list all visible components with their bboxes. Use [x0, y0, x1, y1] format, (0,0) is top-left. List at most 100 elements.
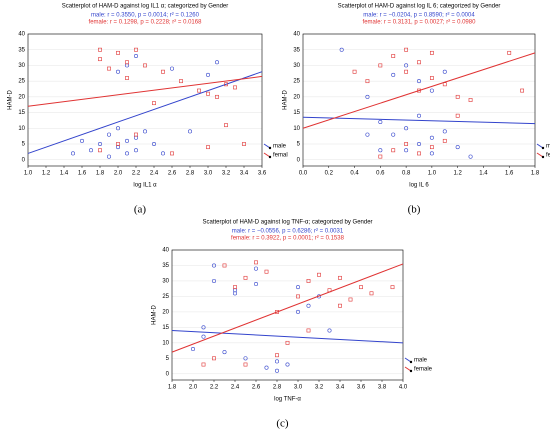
data-point	[429, 50, 434, 55]
data-point	[507, 50, 512, 55]
data-point	[233, 285, 237, 290]
data-point	[206, 72, 211, 77]
x-tick-label: 1.8	[96, 171, 105, 177]
data-point	[285, 362, 290, 367]
data-point	[338, 303, 342, 308]
data-point	[254, 260, 258, 265]
x-tick-label: 2.0	[114, 171, 123, 177]
y-tick-label: 10	[293, 126, 300, 132]
x-tick-label: 2.4	[231, 385, 240, 391]
fit-line	[27, 71, 263, 154]
data-point	[116, 69, 121, 74]
x-tick-label: 3.4	[240, 171, 249, 177]
x-tick-label: 0.6	[376, 171, 385, 177]
data-point	[391, 54, 396, 58]
data-point	[404, 47, 409, 52]
x-tick-label: 2.2	[210, 385, 219, 391]
y-tick-label: 20	[18, 94, 25, 100]
legend-swatch	[404, 357, 412, 363]
data-point	[80, 138, 85, 143]
y-tick-label: 25	[162, 294, 169, 300]
x-tick-label: 3.0	[294, 385, 303, 391]
data-point	[378, 154, 383, 159]
data-point	[243, 275, 248, 280]
y-tick-label: 15	[18, 110, 25, 116]
data-point	[212, 263, 217, 268]
data-point	[134, 47, 138, 52]
plot-frame	[27, 33, 263, 167]
data-point	[442, 129, 447, 134]
data-point	[404, 142, 409, 146]
x-tick-label: 0.8	[402, 171, 411, 177]
data-point	[222, 263, 227, 268]
data-point	[107, 154, 112, 159]
y-tick-label: 0	[297, 157, 301, 163]
data-point	[317, 272, 321, 277]
data-point	[215, 94, 219, 99]
data-point	[98, 57, 102, 62]
data-point	[201, 362, 206, 367]
legend-label: femal	[546, 153, 550, 159]
x-tick-label: 1.0	[428, 171, 437, 177]
data-point	[125, 151, 130, 156]
data-point	[295, 285, 300, 290]
data-point	[254, 282, 259, 287]
y-tick-label: 10	[18, 126, 25, 132]
x-tick-label: 4.0	[399, 385, 408, 391]
data-point	[243, 356, 248, 361]
data-point	[455, 94, 460, 99]
legend-swatch	[536, 152, 544, 158]
data-point	[152, 101, 156, 106]
stats-annotation: female: r = 0.3922, p = 0.0001; r² = 0.1…	[231, 236, 345, 242]
chart-title: Scatterplot of HAM-D against log TNF-α; …	[202, 220, 372, 226]
data-point	[429, 145, 434, 150]
y-tick-label: 30	[162, 279, 169, 285]
data-point	[143, 129, 148, 134]
x-tick-label: 3.2	[315, 385, 324, 391]
x-tick-label: 2.6	[168, 171, 177, 177]
data-point	[197, 88, 201, 93]
data-point	[201, 334, 206, 339]
y-tick-label: 15	[293, 110, 300, 116]
data-point	[233, 85, 237, 90]
caption: (b)	[408, 204, 421, 216]
data-point	[125, 76, 129, 80]
data-point	[416, 113, 421, 118]
data-point	[416, 79, 421, 84]
x-tick-label: 3.6	[357, 385, 366, 391]
x-tick-label: 2.8	[186, 171, 195, 177]
data-point	[107, 66, 111, 71]
data-point	[264, 365, 269, 370]
x-tick-label: 3.0	[204, 171, 213, 177]
data-point	[391, 148, 396, 153]
data-point	[116, 145, 121, 150]
x-tick-label: 1.6	[78, 171, 87, 177]
y-tick-label: 15	[162, 325, 169, 331]
data-point	[306, 328, 311, 333]
data-point	[274, 368, 279, 373]
x-tick-label: 3.6	[258, 171, 267, 177]
data-point	[134, 135, 139, 140]
data-point	[89, 148, 94, 153]
data-point	[404, 126, 409, 131]
data-point	[404, 63, 409, 68]
data-point	[107, 132, 112, 137]
x-tick-label: 2.6	[252, 385, 261, 391]
x-tick-label: 1.2	[42, 171, 51, 177]
data-point	[274, 359, 279, 364]
y-axis-label: HAM-D	[283, 90, 289, 110]
data-point	[285, 340, 290, 345]
x-tick-label: 1.8	[531, 171, 540, 177]
legend-marker	[268, 155, 272, 159]
x-tick-label: 1.4	[479, 171, 488, 177]
data-point	[206, 91, 210, 96]
data-point	[275, 353, 279, 358]
data-point	[212, 356, 216, 361]
data-point	[71, 151, 76, 156]
data-point	[365, 79, 370, 84]
data-point	[378, 63, 383, 68]
data-point	[348, 297, 353, 302]
data-point	[179, 79, 183, 84]
x-tick-label: 3.8	[378, 385, 387, 391]
data-point	[442, 69, 447, 74]
